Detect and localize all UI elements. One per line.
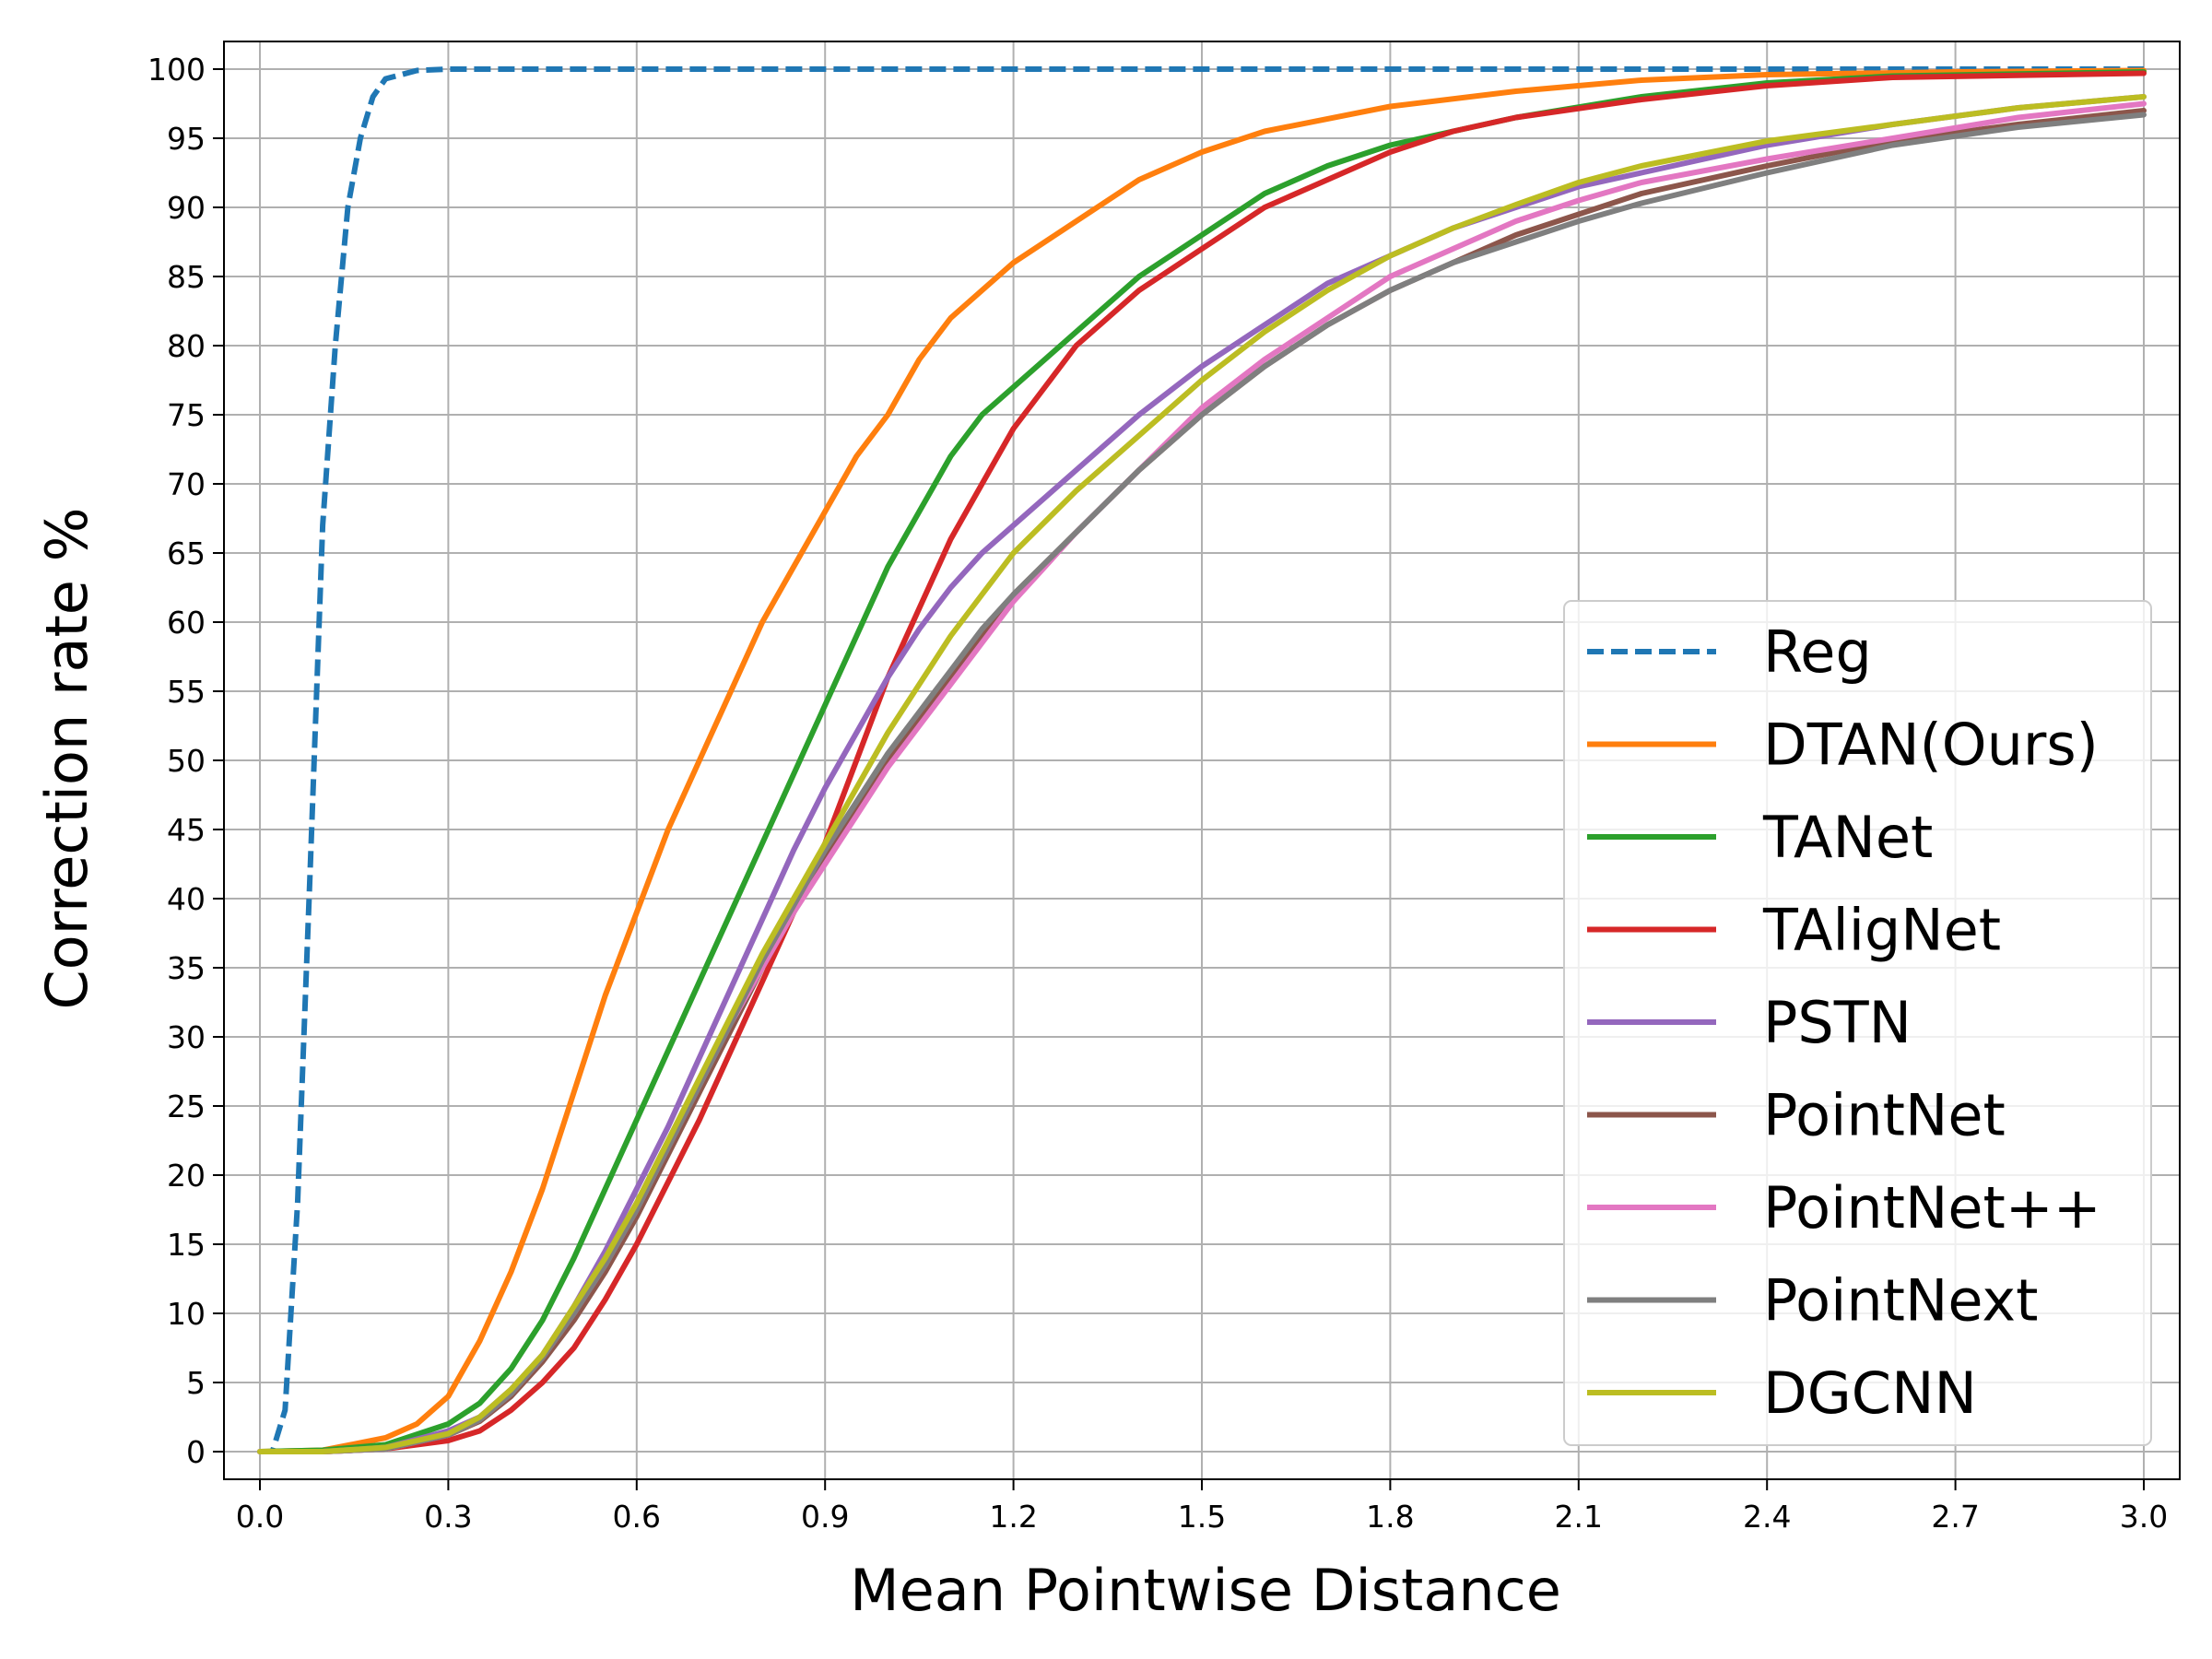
series-line-tanet xyxy=(257,69,2147,1454)
y-tick-label: 20 xyxy=(167,1158,206,1194)
legend-label: PointNet++ xyxy=(1763,1174,2101,1241)
x-axis-ticks: 0.0 0.3 0.6 0.9 1.2 1.5 1.8 2.1 2.4 2.7 3.0 xyxy=(236,1479,2168,1535)
x-axis-label: Mean Pointwise Distance xyxy=(850,1557,1561,1624)
legend-label: Reg xyxy=(1763,618,1872,686)
series-lines xyxy=(257,66,2147,1454)
legend-label: TAligNet xyxy=(1762,897,2001,964)
y-axis-label: Correction rate % xyxy=(33,507,100,1009)
series-line-reg xyxy=(260,66,2144,1454)
series-line-dgcnn xyxy=(257,94,2147,1454)
legend-label: PointNet xyxy=(1763,1082,2006,1149)
y-tick-label: 95 xyxy=(167,121,206,157)
y-tick-label: 80 xyxy=(167,328,206,364)
y-tick-label: 45 xyxy=(167,812,206,848)
y-tick-label: 5 xyxy=(186,1365,206,1401)
x-tick-label: 1.2 xyxy=(989,1499,1037,1535)
x-tick-label: 2.7 xyxy=(1931,1499,1979,1535)
x-tick-label: 0.6 xyxy=(613,1499,661,1535)
x-tick-label: 0.3 xyxy=(424,1499,472,1535)
legend-label: DGCNN xyxy=(1763,1359,1977,1427)
y-tick-label: 30 xyxy=(167,1019,206,1055)
y-tick-label: 0 xyxy=(186,1434,206,1470)
series-line-dtan-ours- xyxy=(257,67,2147,1454)
x-tick-label: 2.1 xyxy=(1555,1499,1603,1535)
x-tick-label: 1.8 xyxy=(1366,1499,1414,1535)
y-tick-label: 75 xyxy=(167,397,206,433)
y-tick-label: 100 xyxy=(147,52,206,88)
y-tick-label: 50 xyxy=(167,743,206,779)
y-axis-ticks: 0 5 10 15 20 25 30 35 40 45 50 55 60 65 70 75 80 85 90 95 10… xyxy=(147,52,224,1470)
y-tick-label: 70 xyxy=(167,466,206,502)
y-tick-label: 35 xyxy=(167,950,206,986)
y-tick-label: 55 xyxy=(167,674,206,710)
y-tick-label: 60 xyxy=(167,605,206,641)
x-tick-label: 1.5 xyxy=(1178,1499,1226,1535)
legend-label: PSTN xyxy=(1763,989,1912,1056)
y-tick-label: 15 xyxy=(167,1227,206,1263)
legend: Reg DTAN(Ours) TANet TAligNet PSTN PointNet Po… xyxy=(1563,600,2152,1446)
legend-label: TANet xyxy=(1762,804,1933,871)
y-tick-label: 40 xyxy=(167,881,206,917)
y-tick-label: 90 xyxy=(167,190,206,226)
x-tick-label: 0.9 xyxy=(801,1499,849,1535)
legend-box xyxy=(1563,600,2152,1446)
x-tick-label: 0.0 xyxy=(236,1499,284,1535)
y-tick-label: 85 xyxy=(167,259,206,295)
y-tick-label: 25 xyxy=(167,1088,206,1124)
legend-label: DTAN(Ours) xyxy=(1763,712,2099,779)
y-tick-label: 65 xyxy=(167,535,206,571)
legend-label: PointNext xyxy=(1763,1267,2038,1335)
x-tick-label: 2.4 xyxy=(1743,1499,1791,1535)
x-tick-label: 3.0 xyxy=(2120,1499,2168,1535)
y-tick-label: 10 xyxy=(167,1296,206,1332)
